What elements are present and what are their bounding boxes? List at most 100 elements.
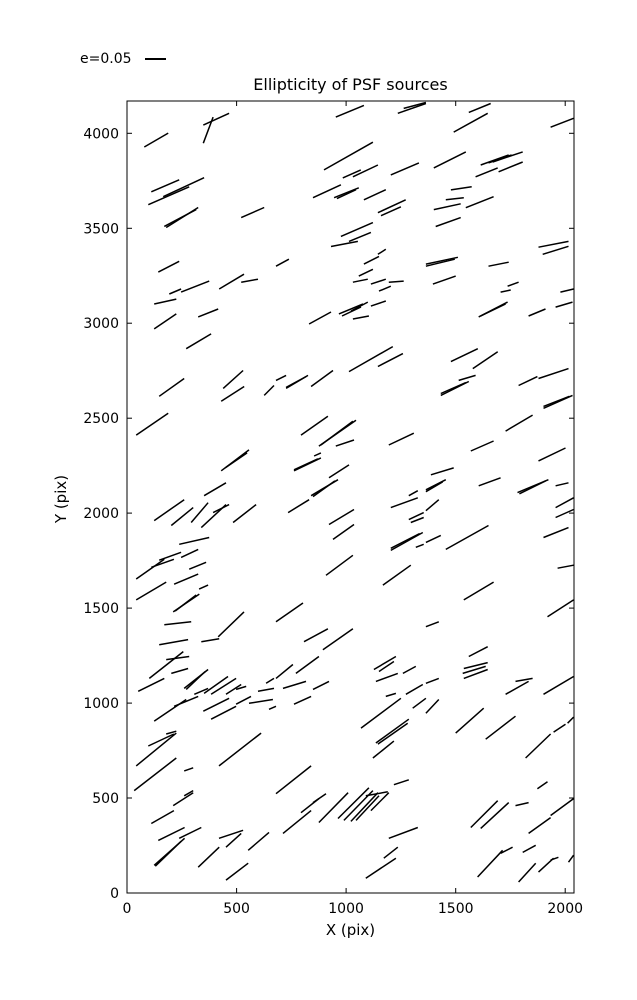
psf-whisker (377, 352, 404, 368)
psf-whisker (172, 792, 194, 807)
psf-whisker (433, 151, 467, 169)
psf-whisker (158, 377, 185, 397)
psf-whisker (333, 187, 360, 199)
psf-whisker (287, 499, 310, 514)
psf-whisker (465, 196, 494, 209)
psf-whisker (470, 800, 499, 829)
y-tick-label: 1000 (83, 696, 119, 712)
axes-frame (126, 100, 575, 894)
psf-whisker (425, 479, 447, 491)
psf-whisker (430, 467, 454, 476)
psf-whisker (300, 798, 320, 814)
psf-whisker (425, 256, 459, 265)
psf-whisker (547, 599, 575, 618)
psf-whisker (445, 524, 489, 551)
x-tick-label: 2000 (547, 901, 583, 917)
psf-whisker (173, 695, 199, 707)
psf-whisker (555, 482, 569, 487)
chart-title: Ellipticity of PSF sources (253, 75, 448, 94)
x-axis-label: X (pix) (325, 921, 376, 939)
psf-whisker (385, 692, 397, 698)
psf-whisker (355, 795, 380, 821)
psf-whisker (232, 504, 257, 524)
psf-whisker (538, 240, 569, 248)
psf-whisker (157, 260, 180, 273)
psf-whisker (363, 255, 380, 265)
psf-whisker (543, 395, 570, 408)
psf-whisker (553, 723, 566, 733)
psf-whisker (498, 161, 523, 173)
psf-whisker (450, 186, 472, 191)
y-tick-label: 3500 (83, 221, 119, 237)
psf-whisker (225, 832, 242, 848)
psf-whisker (313, 452, 322, 457)
psf-whisker (348, 345, 394, 373)
psf-whisker (312, 680, 330, 691)
psf-whisker (323, 141, 374, 171)
psf-whisker (425, 621, 440, 628)
psf-whisker (388, 826, 419, 840)
psf-whisker (137, 677, 165, 692)
psf-whisker (500, 289, 511, 293)
psf-whisker (408, 511, 425, 521)
y-tick-label: 2000 (83, 506, 119, 522)
psf-whisker (336, 189, 357, 200)
psf-whisker (218, 829, 244, 840)
psf-whisker (275, 258, 290, 267)
psf-whisker (375, 718, 410, 744)
psf-whisker (183, 789, 194, 797)
psf-whisker (455, 707, 485, 734)
psf-whisker (178, 826, 202, 839)
psf-whisker (338, 303, 364, 315)
psf-whisker (170, 507, 194, 527)
psf-whisker (154, 298, 177, 305)
psf-whisker (358, 268, 374, 277)
psf-whisker (135, 558, 165, 580)
psf-whisker (468, 102, 491, 114)
psf-whisker (377, 722, 409, 745)
psf-whisker (450, 348, 479, 363)
psf-whisker (360, 697, 402, 729)
psf-whisker (518, 862, 537, 883)
psf-whisker (543, 526, 569, 539)
psf-whisker (477, 849, 504, 878)
psf-whisker (415, 543, 424, 549)
psf-whisker (147, 186, 190, 206)
psf-whisker (197, 846, 220, 868)
psf-whisker (555, 497, 574, 509)
psf-whisker (536, 781, 548, 790)
psf-whisker (542, 245, 569, 256)
psf-whisker (432, 275, 456, 285)
psf-whisker (435, 216, 461, 228)
psf-whisker (147, 733, 175, 747)
psf-whisker (472, 351, 499, 370)
psf-whisker (365, 791, 388, 797)
psf-whisker (480, 154, 509, 166)
psf-whisker (560, 288, 574, 293)
psf-whisker (518, 375, 538, 387)
psf-whisker (295, 655, 320, 675)
psf-whisker (348, 231, 372, 243)
psf-whisker (522, 844, 537, 854)
psf-whisker (135, 412, 169, 436)
psf-whisker (462, 665, 486, 675)
psf-whisker (405, 683, 424, 695)
psf-whisker (393, 779, 410, 786)
psf-whisker (154, 840, 182, 867)
psf-whisker (425, 258, 455, 267)
psf-whisker (285, 375, 307, 389)
psf-whisker (555, 301, 573, 308)
psf-whisker (282, 680, 307, 690)
psf-whisker (275, 765, 312, 795)
psf-whisker (210, 705, 237, 720)
legend-label: e=0.05 (80, 51, 132, 67)
psf-whisker (515, 801, 529, 807)
psf-whisker (198, 584, 209, 590)
psf-whisker (550, 856, 559, 861)
psf-whisker (225, 683, 242, 695)
psf-whisker (322, 628, 354, 651)
legend-scale-line (144, 57, 166, 61)
psf-whisker (372, 740, 395, 759)
psf-whisker (190, 502, 209, 523)
psf-whisker (550, 117, 574, 128)
